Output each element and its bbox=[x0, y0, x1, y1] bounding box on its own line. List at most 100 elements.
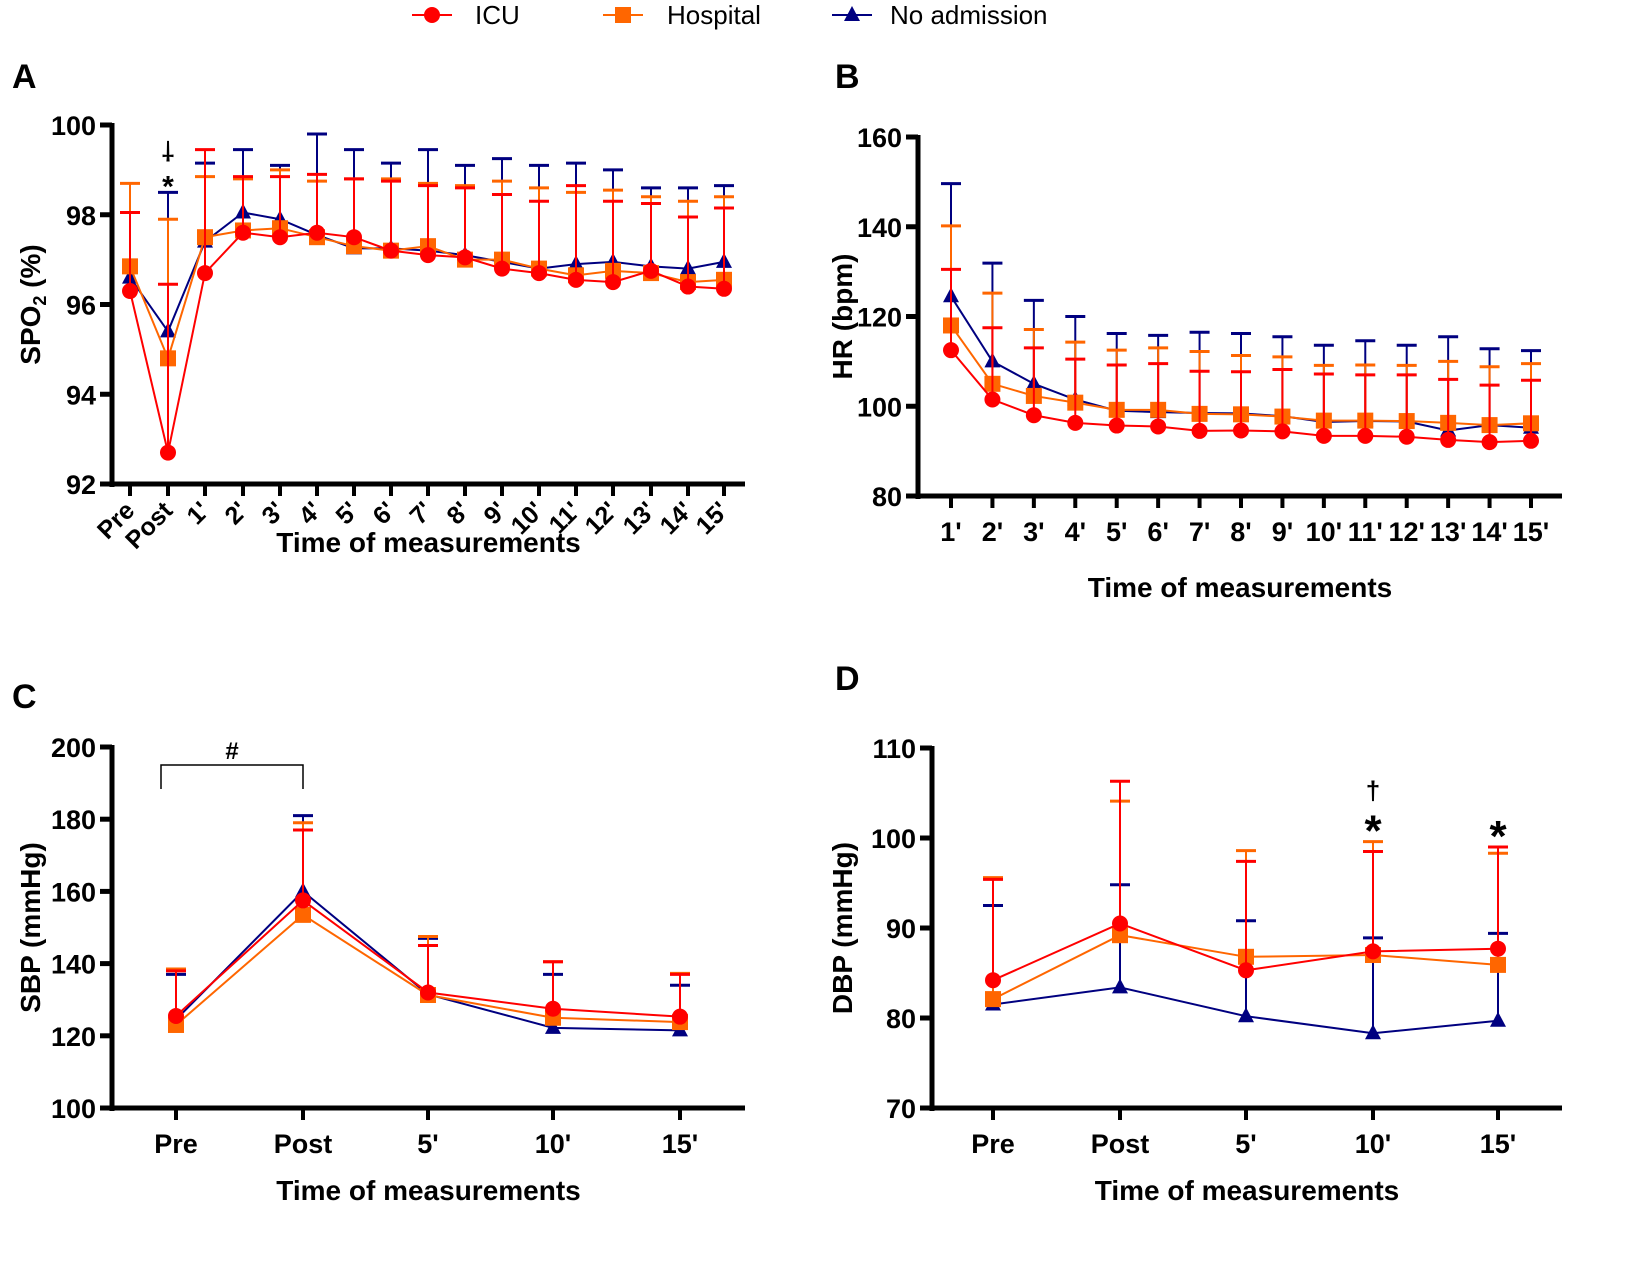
x-tick-label: 7' bbox=[1189, 517, 1210, 547]
x-tick-label: 6' bbox=[367, 496, 401, 530]
x-tick-label: 15' bbox=[1513, 517, 1549, 547]
data-point bbox=[1150, 418, 1167, 435]
y-tick-label: 140 bbox=[857, 213, 902, 243]
x-tick-label: 1' bbox=[940, 517, 961, 547]
panel-letter: A bbox=[12, 58, 37, 96]
x-tick-label: 13' bbox=[618, 496, 662, 540]
data-point bbox=[494, 260, 510, 277]
data-point bbox=[1112, 978, 1128, 994]
x-tick-label: 1' bbox=[181, 496, 215, 530]
data-point bbox=[545, 1018, 561, 1034]
data-point bbox=[457, 249, 473, 266]
data-point bbox=[672, 1008, 688, 1025]
x-tick-label: 5' bbox=[1235, 1129, 1256, 1159]
y-tick-label: 100 bbox=[51, 111, 96, 141]
data-point bbox=[568, 271, 584, 288]
x-tick-label: 6' bbox=[1147, 517, 1168, 547]
data-point bbox=[1365, 943, 1381, 960]
data-point bbox=[1440, 431, 1457, 448]
x-axis-title: Time of measurements bbox=[1088, 572, 1393, 603]
x-tick-label: 2' bbox=[982, 517, 1003, 547]
data-point bbox=[1481, 434, 1498, 451]
y-axis-title: HR (bpm) bbox=[827, 254, 858, 380]
data-point bbox=[1523, 432, 1539, 449]
legend-marker-circle bbox=[424, 7, 440, 23]
y-tick-label: 200 bbox=[51, 733, 96, 763]
y-tick-label: 100 bbox=[857, 392, 902, 422]
x-tick-label: 7' bbox=[404, 496, 438, 530]
x-tick-label: Pre bbox=[971, 1129, 1015, 1159]
data-point bbox=[1025, 407, 1042, 424]
y-axis-title: SBP (mmHg) bbox=[15, 842, 46, 1013]
data-point bbox=[346, 229, 362, 246]
x-tick-label: 2' bbox=[219, 496, 253, 530]
data-point bbox=[122, 283, 138, 300]
y-tick-label: 100 bbox=[871, 824, 916, 854]
panel-letter: B bbox=[835, 58, 860, 96]
x-axis-title: Time of measurements bbox=[276, 527, 581, 558]
data-point bbox=[168, 1007, 184, 1024]
significance-asterisk: * bbox=[1489, 812, 1507, 861]
y-tick-label: 120 bbox=[857, 303, 902, 333]
x-tick-label: 10' bbox=[1355, 1129, 1391, 1159]
x-tick-label: 12' bbox=[580, 496, 624, 540]
y-axis-title: DBP (mmHg) bbox=[827, 842, 858, 1014]
x-tick-label: Pre bbox=[154, 1129, 198, 1159]
significance-dagger: † bbox=[161, 136, 175, 166]
x-tick-label: 15' bbox=[691, 496, 735, 540]
x-tick-label: 12' bbox=[1388, 517, 1424, 547]
x-tick-label: 15' bbox=[1480, 1129, 1516, 1159]
data-point bbox=[197, 265, 213, 282]
x-tick-label: 10' bbox=[535, 1129, 571, 1159]
data-point bbox=[309, 224, 325, 241]
data-point bbox=[545, 1000, 561, 1017]
y-tick-label: 120 bbox=[51, 1022, 96, 1052]
data-point bbox=[295, 892, 311, 909]
data-point bbox=[1067, 414, 1084, 431]
data-point bbox=[1108, 417, 1125, 434]
legend-item-no-admission: No admission bbox=[832, 0, 1048, 30]
data-point bbox=[1398, 428, 1415, 445]
data-point bbox=[1490, 940, 1506, 957]
x-tick-label: 9' bbox=[1272, 517, 1293, 547]
y-tick-label: 96 bbox=[66, 291, 96, 321]
x-tick-label: 5' bbox=[1106, 517, 1127, 547]
data-point bbox=[160, 444, 176, 461]
y-tick-label: 100 bbox=[51, 1094, 96, 1124]
y-axis-title: SPO2 (%) bbox=[15, 244, 50, 364]
series-hospital bbox=[166, 821, 690, 1033]
legend-item-hospital: Hospital bbox=[603, 0, 761, 30]
y-tick-label: 140 bbox=[51, 950, 96, 980]
legend-label: Hospital bbox=[667, 0, 761, 30]
data-point bbox=[1357, 427, 1374, 444]
x-tick-label: 5' bbox=[330, 496, 364, 530]
legend-label: No admission bbox=[890, 0, 1048, 30]
data-point bbox=[531, 265, 547, 282]
legend-marker-triangle bbox=[844, 6, 860, 21]
data-point bbox=[420, 247, 436, 264]
x-tick-label: 13' bbox=[1430, 517, 1466, 547]
x-tick-label: 3' bbox=[256, 496, 290, 530]
series-icu bbox=[120, 148, 734, 461]
data-point bbox=[716, 280, 732, 297]
data-point bbox=[943, 342, 959, 359]
x-tick-label: Post bbox=[274, 1129, 333, 1159]
panel-c: C 100 120 140 160 180 200 Pre Post 5' 10' 15' Time o… bbox=[12, 678, 745, 1206]
x-tick-label: 9' bbox=[478, 496, 512, 530]
data-point bbox=[1365, 1024, 1381, 1040]
data-point bbox=[1238, 1007, 1254, 1023]
data-point bbox=[1490, 956, 1506, 973]
data-point bbox=[605, 274, 621, 291]
x-tick-label: 8' bbox=[1230, 517, 1251, 547]
x-tick-label: 10' bbox=[1306, 517, 1342, 547]
data-point bbox=[1112, 915, 1128, 932]
x-tick-label: 8' bbox=[441, 496, 475, 530]
data-point bbox=[1233, 422, 1249, 439]
significance-dagger: † bbox=[1366, 776, 1380, 806]
series-icu bbox=[941, 267, 1541, 451]
y-tick-label: 94 bbox=[66, 380, 96, 410]
y-tick-label: 70 bbox=[886, 1094, 916, 1124]
y-tick-label: 160 bbox=[51, 877, 96, 907]
